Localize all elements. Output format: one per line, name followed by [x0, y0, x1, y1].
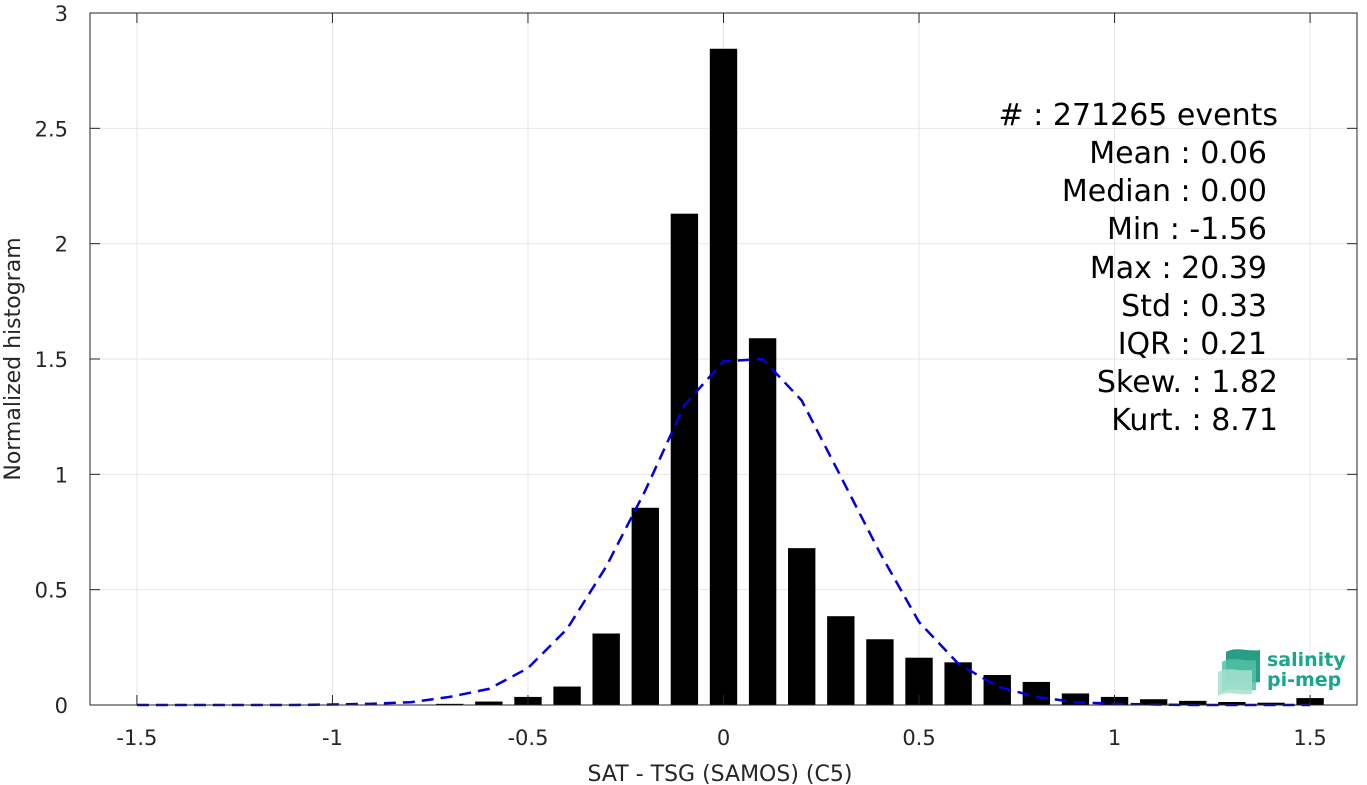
y-tick-label: 2: [55, 233, 68, 257]
stat-events: # : 271265 events: [999, 98, 1278, 133]
histogram-bar: [1179, 700, 1207, 705]
histogram-bar: [1022, 681, 1051, 705]
histogram-bar: [592, 633, 620, 705]
x-tick-label: -0.5: [507, 726, 548, 750]
stat-min: Min : -1.56: [1107, 212, 1267, 247]
stat-median: Median : 0.00: [1062, 174, 1267, 209]
salinity-pi-mep-logo: salinity pi-mep: [1218, 649, 1346, 696]
histogram-bar: [1061, 693, 1090, 705]
x-tick-label: -1: [322, 726, 343, 750]
y-tick-label: 0: [55, 694, 68, 718]
x-tick-label: 1: [1108, 726, 1121, 750]
x-axis-title: SAT - TSG (SAMOS) (C5): [588, 762, 853, 785]
histogram-bar: [1139, 699, 1168, 705]
histogram-bar: [709, 48, 738, 705]
histogram-bar: [553, 686, 581, 705]
histogram-bar: [866, 639, 894, 705]
histogram-bar: [788, 548, 816, 705]
histogram-bar: [631, 507, 659, 705]
y-tick-label: 0.5: [35, 579, 68, 603]
stat-kurt: Kurt. : 8.71: [1111, 403, 1278, 438]
stats-annotation: # : 271265 events Mean : 0.06 Median : 0…: [999, 98, 1278, 438]
histogram-bar: [670, 213, 699, 705]
y-tick-label: 3: [55, 2, 68, 26]
y-axis-title: Normalized histogram: [1, 237, 26, 480]
y-tick-label: 2.5: [35, 117, 68, 141]
axis-ticks: -1.5 -1 -0.5 0 0.5 1 1.5 0 0.5 1 1.5 2 2.5 3: [35, 2, 1357, 750]
logo-line-salinity: salinity: [1267, 649, 1346, 671]
x-tick-label: -1.5: [116, 726, 157, 750]
histogram-bar: [827, 616, 855, 705]
histogram-bar: [1218, 702, 1246, 705]
stat-std: Std : 0.33: [1121, 289, 1267, 324]
x-tick-label: 1.5: [1293, 726, 1326, 750]
stat-iqr: IQR : 0.21: [1118, 327, 1267, 362]
histogram-bar: [436, 703, 464, 705]
histogram-bar: [475, 701, 503, 705]
histogram-bar: [748, 338, 777, 705]
stat-max: Max : 20.39: [1090, 251, 1267, 286]
logo-line-pi-mep: pi-mep: [1267, 669, 1341, 691]
x-tick-label: 0: [717, 726, 730, 750]
stat-skew: Skew. : 1.82: [1097, 365, 1278, 400]
histogram-bars: [357, 48, 1324, 706]
y-tick-label: 1: [55, 463, 68, 487]
x-tick-label: 0.5: [902, 726, 935, 750]
stat-mean: Mean : 0.06: [1089, 136, 1267, 171]
y-tick-label: 1.5: [35, 348, 68, 372]
wave-logo-icon: [1218, 649, 1260, 696]
